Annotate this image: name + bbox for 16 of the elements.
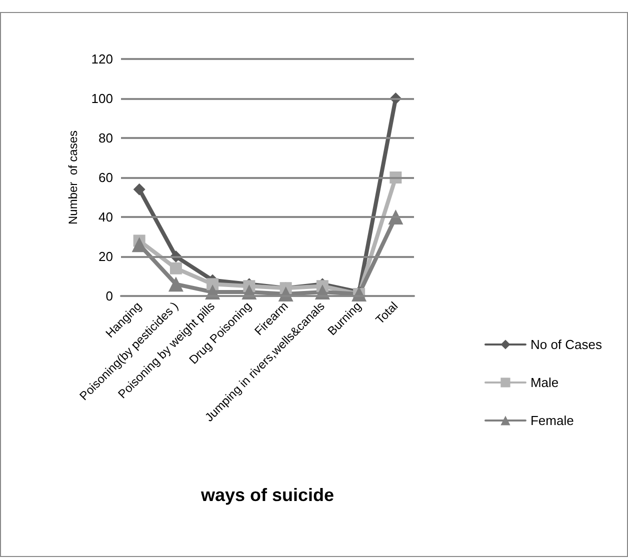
- y-tick-label: 100: [91, 91, 113, 106]
- y-tick-label: 20: [98, 249, 113, 264]
- point: [168, 276, 184, 292]
- point: [170, 262, 182, 274]
- x-axis-title: ways of suicide: [200, 485, 334, 505]
- legend-label: No of Cases: [530, 337, 602, 352]
- y-tick-label: 80: [98, 130, 113, 146]
- legend-label: Male: [530, 375, 559, 390]
- legend-label: Female: [530, 413, 574, 428]
- y-tick-label: 0: [106, 288, 113, 304]
- y-axis-title: Number of cases: [66, 130, 80, 225]
- point: [132, 237, 147, 252]
- point: [133, 183, 146, 196]
- y-tick-label: 60: [98, 170, 113, 185]
- y-tick-label: 120: [91, 52, 113, 66]
- y-tick-label: 40: [98, 210, 113, 224]
